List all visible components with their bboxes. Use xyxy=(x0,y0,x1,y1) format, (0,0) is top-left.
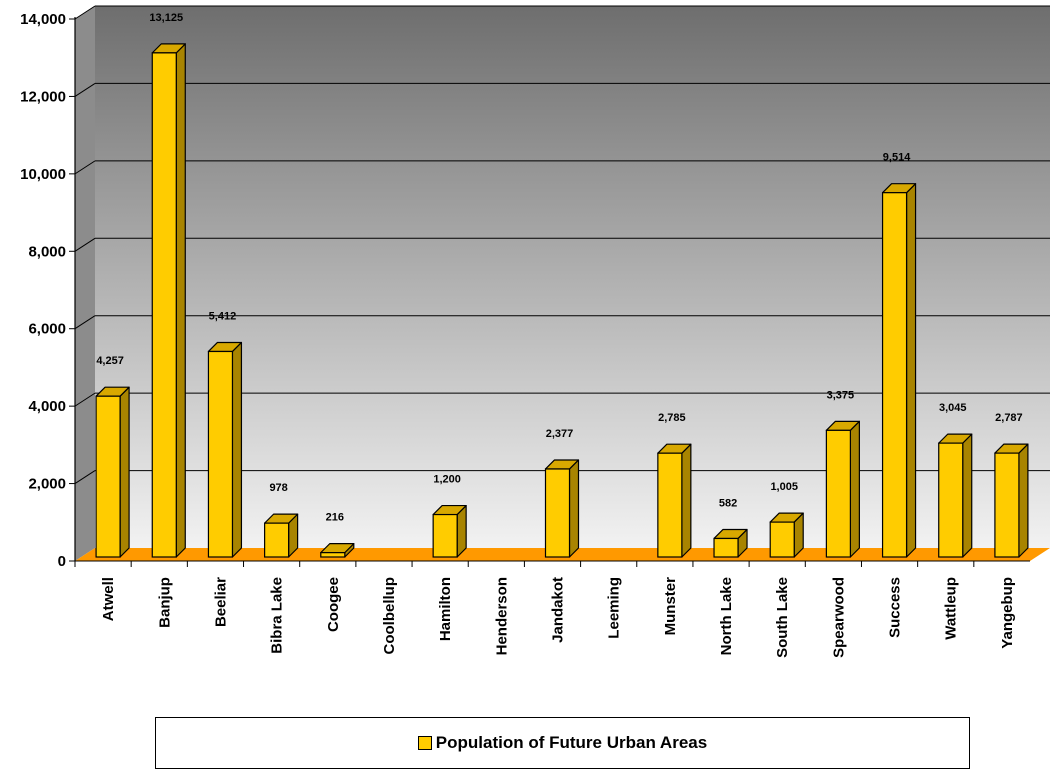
bar xyxy=(320,552,346,558)
data-label: 3,375 xyxy=(827,389,855,401)
plot-side-wall xyxy=(75,6,95,561)
x-tick-label: Leeming xyxy=(606,577,623,639)
gridline-depth xyxy=(74,83,96,97)
bar-side xyxy=(962,433,973,558)
x-tick-label: Henderson xyxy=(493,577,510,655)
x-tick-label: Coolbellup xyxy=(381,577,398,655)
y-tick-label: 10,000 xyxy=(20,166,66,183)
bar xyxy=(825,429,851,558)
x-tick-label: Yangebup xyxy=(999,577,1016,649)
x-tick-label: Hamilton xyxy=(437,577,454,641)
bar-side xyxy=(175,43,186,558)
legend-swatch xyxy=(417,736,432,750)
bar xyxy=(994,452,1020,558)
gridline-depth xyxy=(74,160,96,175)
data-label: 582 xyxy=(719,497,737,509)
y-tick-label: 0 xyxy=(58,553,66,570)
bar xyxy=(207,350,234,558)
bar-side xyxy=(1018,443,1029,558)
gridline-depth xyxy=(74,237,96,252)
data-label: 3,045 xyxy=(939,402,967,414)
bar-side xyxy=(681,443,692,558)
x-tick-label: Bibra Lake xyxy=(269,577,286,654)
x-tick-label: Beeliar xyxy=(212,577,229,627)
bar-side xyxy=(231,341,243,558)
bar-side xyxy=(568,459,580,558)
y-tick-label: 8,000 xyxy=(28,243,66,260)
x-tick-label: Wattleup xyxy=(943,577,960,640)
gridline-depth xyxy=(74,392,96,407)
bar xyxy=(881,192,908,558)
bar xyxy=(151,52,177,558)
bar xyxy=(657,452,683,558)
data-label: 4,257 xyxy=(96,355,124,367)
x-tick-label: Banjup xyxy=(156,577,173,628)
x-tick-label: Coogee xyxy=(325,577,342,632)
x-tick-label: Jandakot xyxy=(550,577,567,643)
x-tick-label: Spearwood xyxy=(830,577,847,658)
data-label: 9,514 xyxy=(883,152,911,164)
legend-label: Population of Future Urban Areas xyxy=(435,733,708,752)
bar xyxy=(713,537,739,558)
data-label: 216 xyxy=(326,512,344,524)
y-tick-label: 14,000 xyxy=(20,11,66,28)
data-label: 2,377 xyxy=(546,428,574,440)
x-tick-label: North Lake xyxy=(718,577,735,655)
x-tick-label: Atwell xyxy=(100,577,117,621)
gridline-depth xyxy=(74,5,96,20)
x-tick-label: South Lake xyxy=(774,577,791,658)
y-tick-label: 12,000 xyxy=(20,88,66,105)
x-tick-label: Munster xyxy=(662,577,679,636)
gridline-depth xyxy=(74,315,96,330)
data-label: 2,787 xyxy=(995,412,1023,424)
bar-side xyxy=(849,420,860,558)
bar xyxy=(95,395,121,558)
bar xyxy=(264,522,290,558)
bar-side xyxy=(119,386,130,558)
data-label: 2,785 xyxy=(658,412,686,424)
data-label: 1,005 xyxy=(770,481,798,493)
data-label: 5,412 xyxy=(209,310,237,322)
bar xyxy=(769,521,795,558)
y-tick-label: 4,000 xyxy=(28,398,66,415)
x-tick-label: Success xyxy=(887,577,904,638)
data-label: 1,200 xyxy=(433,474,461,486)
bar xyxy=(544,468,571,558)
data-label: 13,125 xyxy=(149,12,183,24)
y-tick-label: 6,000 xyxy=(28,321,66,338)
y-tick-label: 2,000 xyxy=(28,476,66,493)
legend: Population of Future Urban Areas xyxy=(155,717,970,769)
bar-side xyxy=(905,183,917,558)
bar xyxy=(432,513,458,558)
data-label: 978 xyxy=(269,482,287,494)
gridline-depth xyxy=(74,470,96,484)
bar xyxy=(938,442,964,558)
